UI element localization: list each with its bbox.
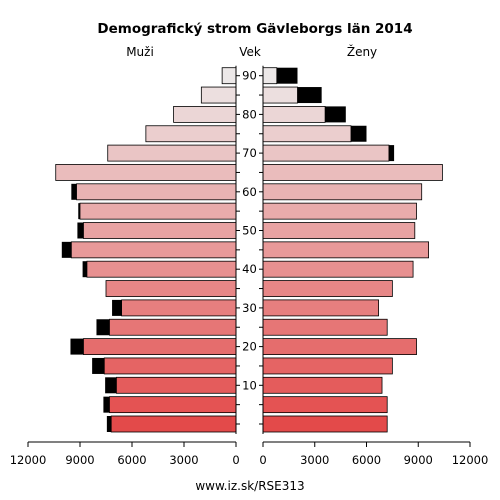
bar-men-30-34 <box>121 299 237 317</box>
excess-women-70-74 <box>388 145 395 162</box>
bar-men-15-19 <box>103 357 237 375</box>
bar-men-85-89 <box>200 86 237 104</box>
bar-men-55-59 <box>79 202 237 220</box>
bar-men-10-14 <box>116 376 237 394</box>
bar-men-90+ <box>221 67 237 85</box>
x-tick-label-right: 12000 <box>452 453 489 467</box>
bar-women-30-34 <box>262 299 379 317</box>
bar-men-70-74 <box>107 144 237 162</box>
bar-women-55-59 <box>262 202 417 220</box>
left-label-men: Muži <box>126 45 154 59</box>
bar-men-0-4 <box>110 415 237 433</box>
excess-women-75-79 <box>350 125 367 142</box>
age-label: 90 <box>242 69 257 83</box>
excess-men-50-54 <box>77 222 84 239</box>
axes-group: 10 20 30 40 50 60 70 80 90 12000 9000 6000 3000 0 0 300… <box>10 65 489 467</box>
bar-women-15-19 <box>262 357 393 375</box>
excess-women-80-84 <box>325 106 346 123</box>
bar-women-75-79 <box>262 125 352 143</box>
x-tick-label-right: 6000 <box>352 453 381 467</box>
age-label: 70 <box>242 146 257 160</box>
excess-men-30-34 <box>112 299 122 316</box>
bar-women-80-84 <box>262 106 326 123</box>
bar-men-20-24 <box>83 338 237 356</box>
excess-men-15-19 <box>92 357 105 374</box>
excess-men-45-49 <box>61 241 72 258</box>
footer-source: www.iz.sk/RSE313 <box>195 479 304 493</box>
age-label: 40 <box>242 262 257 276</box>
excess-men-55-59 <box>78 203 80 220</box>
bar-women-20-24 <box>262 338 417 356</box>
x-tick-label-left: 3000 <box>169 453 198 467</box>
excess-men-40-44 <box>82 261 87 278</box>
bar-women-90+ <box>262 67 278 85</box>
excess-men-25-29 <box>96 319 110 336</box>
age-label: 80 <box>242 107 257 121</box>
excess-men-0-4 <box>106 416 112 432</box>
x-tick-label-left: 9000 <box>65 453 94 467</box>
x-tick-label-left: 12000 <box>10 453 47 467</box>
excess-men-5-9 <box>103 396 110 413</box>
bar-women-85-89 <box>262 86 298 104</box>
bar-men-25-29 <box>109 318 237 336</box>
excess-men-60-64 <box>71 183 77 200</box>
x-tick-label-right: 3000 <box>300 453 329 467</box>
x-tick-label-right: 0 <box>259 453 266 467</box>
bar-men-35-39 <box>105 280 237 297</box>
bar-men-5-9 <box>109 396 237 414</box>
age-label: 50 <box>242 224 257 238</box>
x-tick-label-right: 9000 <box>404 453 433 467</box>
bar-women-65-69 <box>262 164 443 181</box>
chart-title: Demografický strom Gävleborgs län 2014 <box>97 21 412 37</box>
age-label: 20 <box>242 340 257 354</box>
bar-women-50-54 <box>262 222 416 239</box>
center-label-age: Vek <box>239 45 261 59</box>
bar-women-70-74 <box>262 144 390 162</box>
excess-women-90+ <box>276 67 298 84</box>
bar-women-40-44 <box>262 260 414 278</box>
bar-men-80-84 <box>173 106 237 123</box>
bar-women-5-9 <box>262 396 388 414</box>
bars-group <box>55 67 443 433</box>
bar-women-0-4 <box>262 415 388 433</box>
bar-women-10-14 <box>262 376 383 394</box>
right-label-women: Ženy <box>347 44 377 59</box>
bar-men-45-49 <box>70 241 237 259</box>
x-tick-label-left: 0 <box>232 453 239 467</box>
excess-women-85-89 <box>297 87 322 104</box>
bar-men-40-44 <box>86 260 237 278</box>
bar-women-25-29 <box>262 318 388 336</box>
excess-men-20-24 <box>70 338 84 355</box>
bar-men-50-54 <box>83 222 237 239</box>
x-tick-label-left: 6000 <box>117 453 146 467</box>
bar-men-60-64 <box>76 183 237 201</box>
excess-men-10-14 <box>105 377 117 394</box>
age-label: 30 <box>242 301 257 315</box>
age-label: 60 <box>242 185 257 199</box>
bar-women-35-39 <box>262 280 393 297</box>
bar-women-60-64 <box>262 183 423 201</box>
bar-women-45-49 <box>262 241 430 259</box>
bar-men-75-79 <box>145 125 237 143</box>
bar-men-65-69 <box>55 164 237 181</box>
age-label: 10 <box>242 378 257 392</box>
